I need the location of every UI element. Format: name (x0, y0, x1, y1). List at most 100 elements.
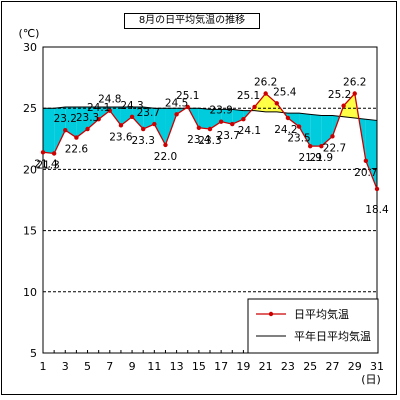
fill-segment (120, 106, 133, 126)
data-point (163, 142, 168, 148)
fill-segment (365, 119, 377, 189)
fill-segment (254, 93, 266, 112)
data-point (319, 143, 324, 149)
data-label: 23.2 (54, 113, 77, 125)
data-point (308, 143, 313, 149)
series-line-normal (43, 106, 378, 121)
x-tick-label: 9 (129, 360, 136, 373)
data-point (263, 91, 268, 96)
fill-segment (87, 106, 99, 130)
legend-box (247, 298, 379, 354)
data-label: 25.1 (237, 90, 260, 102)
fill-segment (132, 106, 144, 130)
data-label: 25.1 (176, 90, 199, 102)
y-tick-label: 30 (23, 41, 37, 54)
fill-segment (287, 113, 300, 127)
legend-marker-actual (268, 311, 274, 317)
legend-label-normal: 平年日平均気温 (294, 329, 371, 343)
x-axis-label: (日) (361, 373, 381, 386)
fill-segment (210, 109, 222, 130)
y-tick-label: 5 (30, 347, 37, 360)
x-tick-label: 31 (370, 360, 384, 373)
data-point (141, 126, 146, 132)
data-point (85, 126, 90, 132)
data-label: 22.7 (323, 142, 346, 154)
data-point (51, 151, 57, 156)
data-label: 23.3 (76, 112, 99, 124)
fill-segment (43, 108, 55, 154)
data-point (207, 126, 213, 132)
data-point (218, 119, 224, 124)
x-tick-label: 15 (192, 360, 206, 373)
data-label: 24.1 (87, 102, 110, 114)
x-tick-label: 11 (147, 360, 161, 373)
x-tick-label: 19 (236, 360, 250, 373)
data-point (330, 134, 335, 139)
y-tick-label: 15 (23, 225, 37, 238)
data-point (374, 186, 380, 192)
fill-segment (358, 118, 366, 161)
data-point (296, 124, 302, 129)
fill-segment (343, 93, 355, 118)
fill-segment (154, 108, 166, 145)
fill-segment (98, 106, 110, 120)
data-label: 20.7 (354, 167, 377, 179)
data-label: 23.4 (187, 134, 211, 146)
data-label: 23.9 (209, 105, 232, 117)
fill-segment (310, 114, 322, 147)
fill-segment (198, 108, 210, 130)
data-point (118, 123, 124, 128)
chart-title: 8月の日平均気温の推移 (124, 13, 260, 29)
y-tick-label: 10 (23, 286, 37, 299)
data-point (363, 158, 369, 164)
data-label: 23.6 (109, 131, 133, 143)
x-tick-label: 3 (62, 360, 69, 373)
data-point (352, 91, 357, 96)
data-label: 25.2 (328, 89, 351, 101)
fill-segment (265, 93, 277, 112)
data-label: 18.4 (365, 204, 389, 216)
x-tick-label: 5 (84, 360, 91, 373)
data-point (196, 125, 202, 130)
data-point (40, 150, 46, 155)
y-axis-label: (℃) (19, 27, 40, 40)
data-label: 24.2 (274, 124, 297, 136)
y-tick-label: 25 (23, 102, 37, 115)
data-point (285, 115, 291, 121)
data-label: 21.9 (299, 152, 322, 164)
legend-label-actual: 日平均気温 (294, 307, 349, 321)
x-tick-label: 27 (325, 360, 339, 373)
data-label: 23.3 (132, 135, 155, 147)
data-label: 25.4 (273, 86, 297, 98)
x-tick-label: 17 (214, 360, 228, 373)
data-point (96, 117, 101, 122)
data-point (185, 104, 190, 110)
data-label: 24.3 (120, 100, 143, 112)
x-tick-label: 1 (40, 360, 47, 373)
x-tick-label: 7 (106, 360, 113, 373)
data-label: 26.2 (343, 77, 366, 89)
data-label: 22.0 (154, 151, 177, 163)
data-point (174, 112, 179, 117)
fill-segment (76, 106, 88, 138)
y-tick-label: 20 (23, 163, 37, 176)
data-point (274, 101, 279, 106)
data-point (74, 135, 79, 140)
data-label: 24.1 (238, 125, 261, 137)
x-tick-label: 21 (259, 360, 273, 373)
data-point (107, 108, 113, 113)
fill-segment (232, 109, 244, 125)
data-label: 21.4 (34, 158, 58, 170)
data-label: 24.5 (165, 97, 188, 109)
data-point (152, 121, 157, 127)
data-point (241, 117, 246, 122)
data-point (341, 103, 346, 108)
data-point (63, 128, 68, 133)
data-label: 23.7 (137, 107, 160, 119)
fill-segment (143, 106, 155, 130)
data-point (252, 104, 257, 110)
fill-segment (65, 106, 77, 138)
data-label: 22.6 (65, 144, 89, 156)
fill-segment (54, 106, 66, 154)
